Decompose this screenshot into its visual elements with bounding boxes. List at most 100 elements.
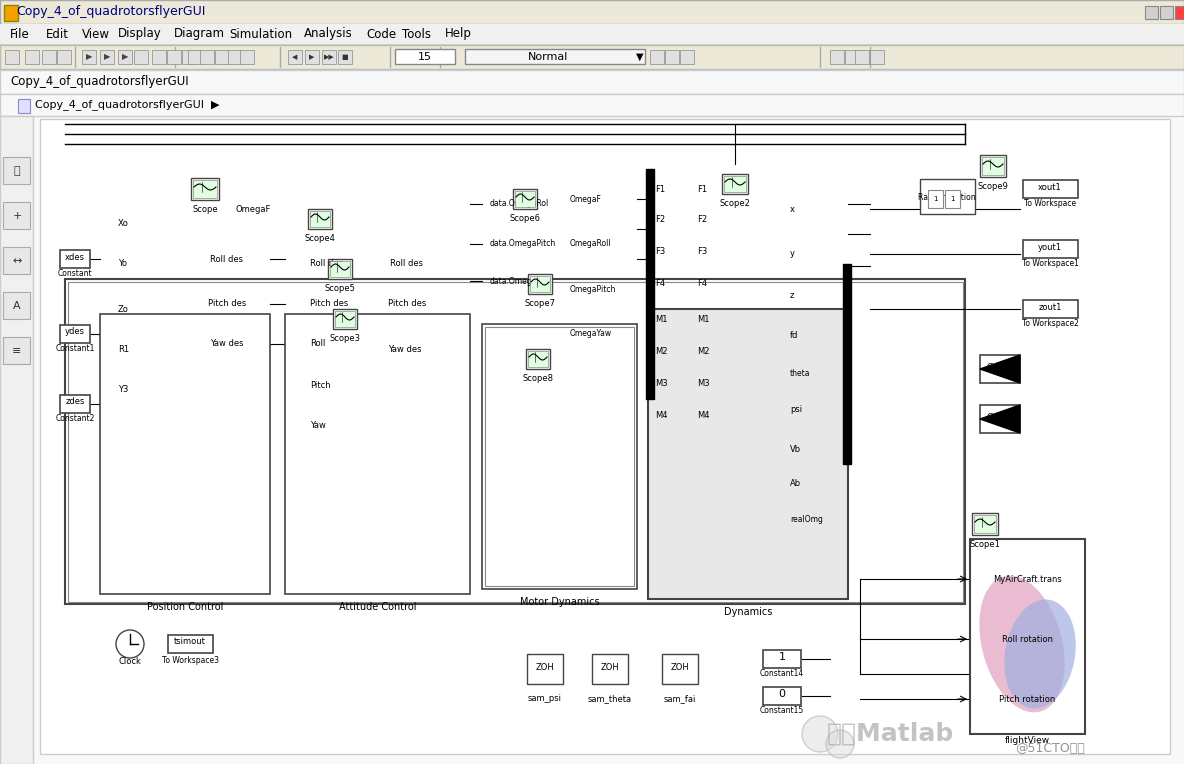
- Text: Scope2: Scope2: [720, 199, 751, 208]
- Text: Scope3: Scope3: [329, 334, 360, 343]
- Text: Copy_4_of_quadrotorsflyerGUI  ▶: Copy_4_of_quadrotorsflyerGUI ▶: [36, 99, 219, 111]
- Bar: [982, 157, 1004, 175]
- Bar: [680, 50, 694, 64]
- Text: M4: M4: [697, 412, 709, 420]
- Bar: [0, 45, 1184, 69]
- Text: ≡: ≡: [12, 346, 21, 356]
- Bar: [229, 50, 242, 64]
- Text: Yo: Yo: [118, 260, 127, 268]
- Bar: [4, 337, 30, 364]
- Text: A: A: [13, 301, 21, 311]
- Bar: [118, 50, 131, 64]
- Text: Constant15: Constant15: [760, 706, 804, 715]
- Text: OmegaRoll: OmegaRoll: [570, 239, 612, 248]
- Text: x: x: [790, 205, 794, 213]
- Text: ZOH: ZOH: [670, 663, 689, 672]
- Bar: [1023, 300, 1077, 318]
- Bar: [99, 314, 270, 594]
- Bar: [870, 50, 884, 64]
- Bar: [240, 50, 255, 64]
- Text: theta: theta: [790, 370, 811, 378]
- Text: yout1: yout1: [1038, 242, 1062, 251]
- Bar: [134, 50, 148, 64]
- Text: Pitch des: Pitch des: [208, 299, 246, 309]
- Text: tsimout: tsimout: [174, 637, 206, 646]
- Bar: [285, 314, 470, 594]
- Text: OmegaYaw: OmegaYaw: [570, 329, 612, 338]
- Text: Pitch des: Pitch des: [388, 299, 426, 309]
- Bar: [830, 50, 844, 64]
- Bar: [762, 687, 802, 705]
- Text: +: +: [12, 211, 21, 221]
- Bar: [337, 50, 352, 64]
- Bar: [308, 209, 332, 229]
- Bar: [322, 50, 336, 64]
- Text: M3: M3: [697, 380, 709, 389]
- Text: Roll des: Roll des: [390, 260, 423, 268]
- Text: Edit: Edit: [46, 28, 69, 40]
- Text: Rate Transition: Rate Transition: [918, 193, 976, 202]
- Bar: [4, 247, 30, 274]
- Text: To Workspace2: To Workspace2: [1022, 319, 1079, 328]
- Text: Constant14: Constant14: [760, 669, 804, 678]
- Bar: [980, 355, 1019, 383]
- Bar: [215, 50, 229, 64]
- Text: ▶: ▶: [104, 53, 110, 61]
- Bar: [182, 50, 197, 64]
- Bar: [843, 264, 851, 464]
- Text: M1: M1: [655, 315, 668, 323]
- Text: sam_fai: sam_fai: [664, 694, 696, 703]
- Bar: [485, 327, 633, 586]
- Text: data.OmegaYaw: data.OmegaYaw: [490, 277, 552, 286]
- Bar: [762, 650, 802, 668]
- Text: flightView: flightView: [1004, 736, 1049, 745]
- Text: Copy_4_of_quadrotorsflyerGUI: Copy_4_of_quadrotorsflyerGUI: [17, 5, 205, 18]
- Text: 15: 15: [418, 52, 432, 62]
- Bar: [482, 324, 637, 589]
- Text: Position Control: Position Control: [147, 602, 224, 612]
- Text: Gain1: Gain1: [986, 362, 1014, 371]
- Text: View: View: [82, 28, 110, 40]
- Text: Copy_4_of_quadrotorsflyerGUI: Copy_4_of_quadrotorsflyerGUI: [9, 76, 188, 89]
- Text: F4: F4: [697, 280, 707, 289]
- Bar: [310, 211, 330, 227]
- Text: OmegaF: OmegaF: [570, 195, 601, 203]
- Bar: [395, 49, 455, 64]
- Text: sam_psi: sam_psi: [528, 694, 562, 703]
- Bar: [662, 654, 699, 684]
- Text: Dynamics: Dynamics: [723, 607, 772, 617]
- Text: Diagram: Diagram: [174, 28, 225, 40]
- Text: OmegaPitch: OmegaPitch: [570, 284, 617, 293]
- Text: ▶: ▶: [309, 54, 315, 60]
- Text: R1: R1: [118, 345, 129, 354]
- Text: Pitch rotation: Pitch rotation: [999, 694, 1055, 704]
- Bar: [928, 190, 942, 208]
- Text: Scope8: Scope8: [522, 374, 553, 383]
- Bar: [974, 515, 996, 533]
- Bar: [99, 50, 114, 64]
- Text: Pitch des: Pitch des: [310, 299, 348, 309]
- Text: Simulation: Simulation: [229, 28, 292, 40]
- Text: M1: M1: [697, 315, 709, 323]
- Text: Vb: Vb: [790, 445, 802, 454]
- Bar: [722, 174, 748, 194]
- Text: 🔍: 🔍: [14, 166, 20, 176]
- Bar: [18, 99, 30, 113]
- Text: Motor Dynamics: Motor Dynamics: [520, 597, 599, 607]
- Text: ydes: ydes: [65, 328, 85, 336]
- Bar: [646, 169, 654, 399]
- Bar: [330, 261, 350, 277]
- Bar: [335, 311, 355, 327]
- Text: F2: F2: [697, 215, 707, 224]
- Text: Analysis: Analysis: [304, 28, 353, 40]
- Text: ▶: ▶: [85, 53, 92, 61]
- Text: y: y: [790, 250, 794, 258]
- Bar: [723, 176, 746, 192]
- Text: F1: F1: [655, 184, 665, 193]
- Bar: [526, 349, 551, 369]
- Bar: [515, 191, 535, 207]
- Polygon shape: [980, 355, 1019, 383]
- Bar: [528, 274, 552, 294]
- Bar: [288, 50, 302, 64]
- Text: To Workspace: To Workspace: [1024, 199, 1076, 208]
